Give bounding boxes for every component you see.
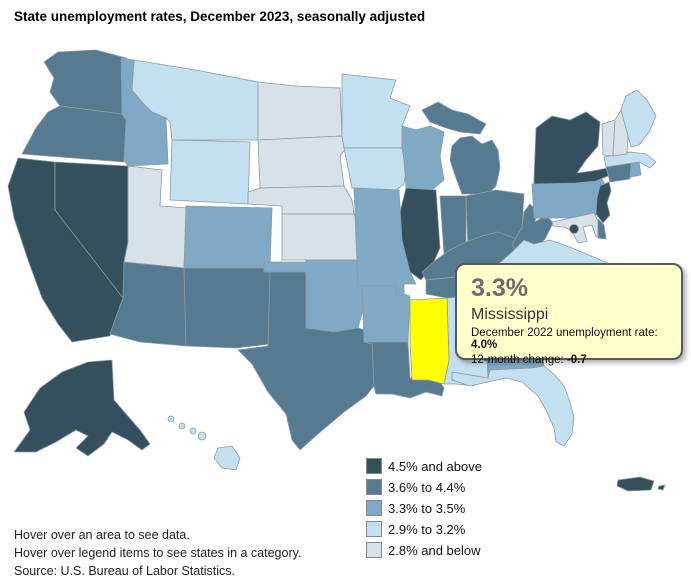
footnote-hover-legend: Hover over legend items to see states in… — [14, 546, 302, 560]
state-district-of-columbia[interactable] — [569, 224, 579, 234]
tooltip-state-name: Mississippi — [471, 306, 549, 324]
state-hawaii-kauai[interactable] — [167, 415, 175, 423]
map-legend: 4.5% and above 3.6% to 4.4% 3.3% to 3.5%… — [366, 458, 482, 563]
state-delaware[interactable] — [597, 218, 607, 240]
legend-label: 4.5% and above — [388, 458, 482, 474]
tooltip-rate: 3.3% — [471, 274, 528, 302]
state-washington[interactable] — [43, 49, 127, 115]
tooltip-previous-rate-label: December 2022 unemployment rate: — [471, 327, 658, 340]
state-wisconsin[interactable] — [401, 125, 445, 191]
legend-label: 3.3% to 3.5% — [388, 500, 466, 516]
tooltip-change-line: 12-month change: -0.7 — [471, 354, 667, 366]
legend-swatch-0 — [366, 458, 382, 474]
state-wyoming[interactable] — [169, 139, 251, 205]
tooltip-previous-rate-line: December 2022 unemployment rate: 4.0% — [471, 327, 667, 351]
legend-swatch-4 — [366, 542, 382, 558]
state-hawaii-maui[interactable] — [197, 431, 207, 441]
state-new-jersey[interactable] — [595, 181, 612, 224]
tooltip-change-value: -0.7 — [566, 354, 587, 367]
page-title: State unemployment rates, December 2023,… — [14, 9, 426, 24]
legend-label: 2.8% and below — [388, 542, 481, 558]
state-hawaii-molokai[interactable] — [189, 427, 197, 435]
state-south-dakota[interactable] — [257, 135, 347, 189]
state-arkansas[interactable] — [361, 285, 411, 343]
state-michigan[interactable] — [449, 135, 501, 195]
hover-tooltip: 3.3% Mississippi December 2022 unemploym… — [455, 263, 683, 366]
state-iowa[interactable] — [343, 147, 409, 191]
legend-swatch-3 — [366, 521, 382, 537]
state-massachusetts[interactable] — [603, 151, 657, 169]
legend-item-36-to-44[interactable]: 3.6% to 4.4% — [366, 479, 482, 495]
state-texas[interactable] — [237, 271, 375, 451]
legend-item-28-and-below[interactable]: 2.8% and below — [366, 542, 482, 558]
legend-label: 3.6% to 4.4% — [388, 479, 466, 495]
legend-item-29-to-32[interactable]: 2.9% to 3.2% — [366, 521, 482, 537]
state-michigan-upper-peninsula[interactable] — [421, 101, 487, 135]
state-hawaii-big-island[interactable] — [213, 445, 241, 471]
state-louisiana[interactable] — [363, 341, 445, 399]
state-maine[interactable] — [620, 89, 657, 148]
state-colorado[interactable] — [183, 205, 273, 269]
footnote-source: Source: U.S. Bureau of Labor Statistics. — [14, 564, 235, 576]
legend-label: 2.9% to 3.2% — [388, 521, 466, 537]
tooltip-previous-rate-value: 4.0% — [471, 339, 498, 352]
territory-puerto-rico-islet[interactable] — [657, 484, 666, 491]
legend-swatch-1 — [366, 479, 382, 495]
tooltip-change-label: 12-month change: — [471, 354, 567, 367]
footnote-hover-area: Hover over an area to see data. — [14, 528, 190, 542]
footnotes: Hover over an area to see data. Hover ov… — [14, 526, 301, 576]
state-missouri[interactable] — [353, 187, 417, 295]
state-kansas[interactable] — [281, 213, 361, 261]
legend-swatch-2 — [366, 500, 382, 516]
state-minnesota[interactable] — [341, 73, 411, 149]
state-mississippi[interactable] — [409, 297, 450, 385]
state-alaska[interactable] — [13, 359, 151, 457]
legend-item-33-to-35[interactable]: 3.3% to 3.5% — [366, 500, 482, 516]
state-montana[interactable] — [131, 59, 259, 141]
territory-puerto-rico[interactable] — [616, 476, 655, 492]
state-new-mexico[interactable] — [183, 267, 271, 349]
state-florida[interactable] — [451, 365, 575, 447]
legend-item-45-and-above[interactable]: 4.5% and above — [366, 458, 482, 474]
state-north-dakota[interactable] — [257, 81, 343, 141]
state-rhode-island[interactable] — [630, 160, 642, 178]
state-hawaii-oahu[interactable] — [178, 422, 186, 430]
state-oregon[interactable] — [21, 105, 129, 163]
state-new-york[interactable] — [533, 111, 614, 185]
